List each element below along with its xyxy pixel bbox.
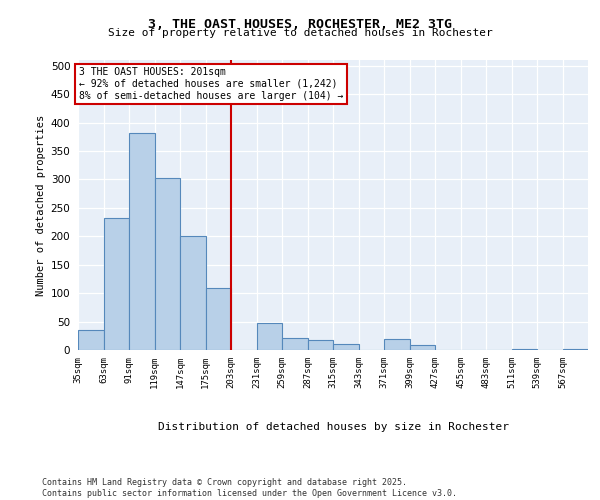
Bar	[282, 338, 308, 350]
Text: Contains HM Land Registry data © Crown copyright and database right 2025.
Contai: Contains HM Land Registry data © Crown c…	[42, 478, 457, 498]
Text: 3, THE OAST HOUSES, ROCHESTER, ME2 3TG: 3, THE OAST HOUSES, ROCHESTER, ME2 3TG	[148, 18, 452, 30]
Bar	[308, 340, 333, 350]
Bar	[78, 330, 104, 350]
Bar	[155, 178, 180, 350]
Bar	[205, 288, 231, 350]
Bar	[180, 236, 205, 350]
Text: Size of property relative to detached houses in Rochester: Size of property relative to detached ho…	[107, 28, 493, 38]
Bar	[129, 134, 155, 350]
Text: Distribution of detached houses by size in Rochester: Distribution of detached houses by size …	[158, 422, 509, 432]
Bar	[384, 338, 409, 350]
Bar	[333, 344, 359, 350]
Y-axis label: Number of detached properties: Number of detached properties	[37, 114, 46, 296]
Bar	[511, 349, 537, 350]
Text: 3 THE OAST HOUSES: 201sqm
← 92% of detached houses are smaller (1,242)
8% of sem: 3 THE OAST HOUSES: 201sqm ← 92% of detac…	[79, 68, 343, 100]
Bar	[409, 346, 435, 350]
Bar	[257, 324, 282, 350]
Bar	[104, 218, 129, 350]
